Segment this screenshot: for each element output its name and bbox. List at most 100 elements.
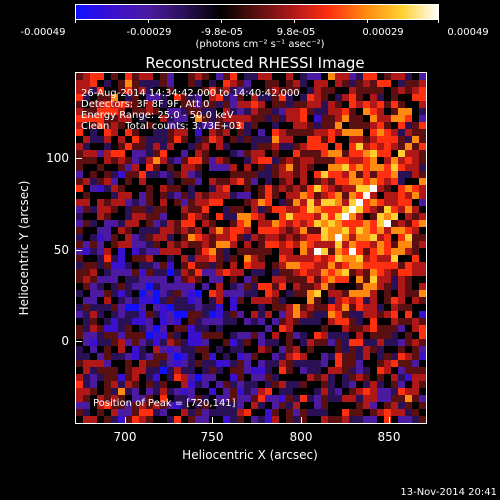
y-tick-label: 100 <box>46 151 69 165</box>
image-pixel <box>76 150 83 157</box>
image-pixel <box>216 311 223 318</box>
image-pixel <box>307 87 314 94</box>
image-pixel <box>321 290 328 297</box>
image-pixel <box>90 381 97 388</box>
image-pixel <box>160 311 167 318</box>
image-pixel <box>181 416 188 423</box>
image-pixel <box>118 311 125 318</box>
image-pixel <box>244 353 251 360</box>
image-pixel <box>97 206 104 213</box>
image-pixel <box>202 269 209 276</box>
image-pixel <box>97 241 104 248</box>
image-pixel <box>153 241 160 248</box>
image-pixel <box>104 73 111 80</box>
image-pixel <box>230 255 237 262</box>
image-pixel <box>139 304 146 311</box>
image-pixel <box>370 325 377 332</box>
image-pixel <box>335 171 342 178</box>
image-pixel <box>293 381 300 388</box>
image-pixel <box>111 318 118 325</box>
image-pixel <box>125 297 132 304</box>
image-pixel <box>76 80 83 87</box>
image-pixel <box>377 248 384 255</box>
image-pixel <box>125 290 132 297</box>
image-pixel <box>230 248 237 255</box>
image-pixel <box>153 353 160 360</box>
image-pixel <box>132 220 139 227</box>
image-pixel <box>216 94 223 101</box>
image-pixel <box>314 290 321 297</box>
image-pixel <box>97 234 104 241</box>
image-pixel <box>104 199 111 206</box>
image-pixel <box>132 206 139 213</box>
image-pixel <box>202 388 209 395</box>
image-pixel <box>188 297 195 304</box>
image-pixel <box>342 262 349 269</box>
image-pixel <box>244 248 251 255</box>
image-pixel <box>139 290 146 297</box>
image-pixel <box>195 248 202 255</box>
image-pixel <box>251 178 258 185</box>
image-pixel <box>174 346 181 353</box>
image-pixel <box>258 248 265 255</box>
image-pixel <box>237 157 244 164</box>
image-pixel <box>188 374 195 381</box>
image-pixel <box>377 374 384 381</box>
image-pixel <box>160 136 167 143</box>
image-pixel <box>244 276 251 283</box>
image-pixel <box>125 164 132 171</box>
image-pixel <box>111 150 118 157</box>
image-pixel <box>412 353 419 360</box>
image-pixel <box>314 164 321 171</box>
image-pixel <box>293 101 300 108</box>
image-pixel <box>216 353 223 360</box>
image-pixel <box>321 353 328 360</box>
image-pixel <box>300 318 307 325</box>
image-pixel <box>195 269 202 276</box>
image-pixel <box>244 73 251 80</box>
image-pixel <box>370 416 377 423</box>
image-pixel <box>153 346 160 353</box>
image-pixel <box>286 248 293 255</box>
image-pixel <box>83 290 90 297</box>
image-pixel <box>412 80 419 87</box>
image-pixel <box>300 122 307 129</box>
image-pixel <box>384 220 391 227</box>
image-pixel <box>146 199 153 206</box>
image-pixel <box>90 94 97 101</box>
image-pixel <box>349 360 356 367</box>
image-pixel <box>244 192 251 199</box>
image-pixel <box>181 262 188 269</box>
image-pixel <box>307 381 314 388</box>
image-pixel <box>181 136 188 143</box>
image-pixel <box>104 367 111 374</box>
image-pixel <box>125 143 132 150</box>
image-pixel <box>111 402 118 409</box>
image-pixel <box>279 73 286 80</box>
image-pixel <box>216 388 223 395</box>
image-pixel <box>111 94 118 101</box>
image-pixel <box>76 332 83 339</box>
image-pixel <box>405 157 412 164</box>
image-pixel <box>153 94 160 101</box>
image-pixel <box>307 388 314 395</box>
colorbar-tick <box>221 19 222 23</box>
image-pixel <box>223 129 230 136</box>
image-pixel <box>363 73 370 80</box>
image-pixel <box>258 227 265 234</box>
image-pixel <box>328 290 335 297</box>
image-pixel <box>139 311 146 318</box>
image-pixel <box>223 101 230 108</box>
image-pixel <box>160 192 167 199</box>
image-pixel <box>286 318 293 325</box>
image-pixel <box>384 73 391 80</box>
image-pixel <box>153 143 160 150</box>
image-pixel <box>146 388 153 395</box>
image-pixel <box>181 409 188 416</box>
image-pixel <box>405 409 412 416</box>
image-pixel <box>202 283 209 290</box>
image-pixel <box>328 255 335 262</box>
image-pixel <box>279 367 286 374</box>
image-pixel <box>230 353 237 360</box>
image-pixel <box>209 248 216 255</box>
